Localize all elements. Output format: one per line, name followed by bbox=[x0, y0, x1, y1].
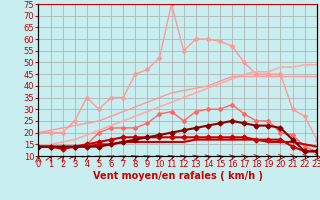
X-axis label: Vent moyen/en rafales ( km/h ): Vent moyen/en rafales ( km/h ) bbox=[92, 171, 263, 181]
